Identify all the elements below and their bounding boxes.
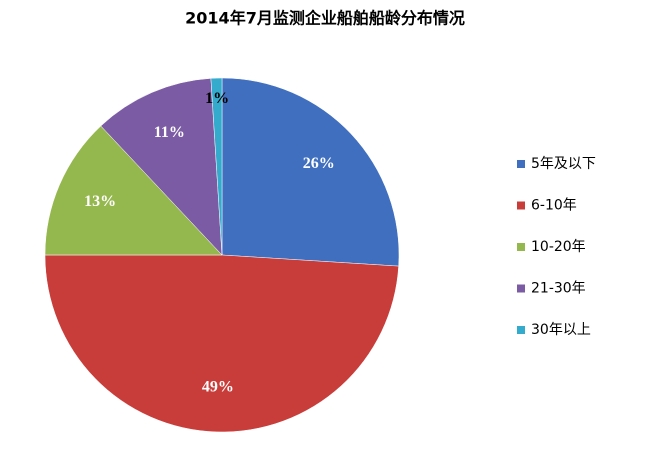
value-label: 49% [202,378,234,395]
legend-label: 30年以上 [531,322,591,338]
value-label: 1% [205,90,229,107]
legend-label: 5年及以下 [531,156,596,172]
legend-swatch [517,284,525,293]
pie-slice [100,78,223,256]
value-label: 11% [154,124,185,141]
pie-slice [210,77,223,256]
legend-swatch [517,201,525,210]
chart-title: 2014年7月监测企业船舶船龄分布情况 [185,9,465,28]
legend-label: 21-30年 [531,281,586,297]
pie-slice [221,77,400,267]
pie-slice [44,254,399,433]
legend-swatch [517,243,525,251]
value-label: 26% [303,155,335,172]
legend-swatch [517,160,525,168]
legend-label: 6-10年 [531,198,577,214]
legend-swatch [517,326,525,334]
legend-label: 10-20年 [531,239,586,255]
value-label: 13% [84,193,116,210]
pie-slice [44,125,223,256]
